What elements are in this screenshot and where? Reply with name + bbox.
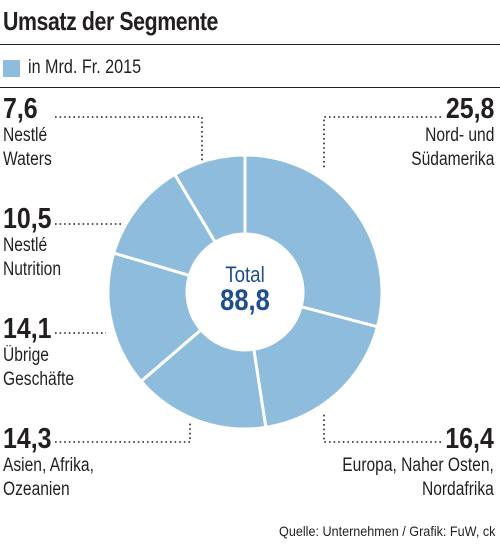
segment-name-line: Waters bbox=[3, 149, 52, 170]
title-divider bbox=[0, 44, 500, 45]
value-label: 16,4 bbox=[445, 423, 494, 455]
label-waters: 7,6 Nestlé Waters bbox=[3, 94, 62, 172]
segment-name-line: Ozeanien bbox=[3, 479, 70, 500]
label-uebrige: 14,1 Übrige Geschäfte bbox=[3, 314, 90, 392]
segment-name-line: Nestlé bbox=[3, 125, 48, 146]
segment-name-line: Nord- und bbox=[424, 125, 494, 146]
source-note: Quelle: Unternehmen / Grafik: FuW, ck bbox=[278, 523, 495, 539]
leader-line bbox=[55, 116, 203, 162]
label-europa: 16,4 Europa, Naher Osten, Nordafrika bbox=[309, 424, 494, 502]
label-nutrition: 10,5 Nestlé Nutrition bbox=[3, 204, 74, 282]
value-label: 14,3 bbox=[3, 423, 52, 455]
legend-label: in Mrd. Fr. 2015 bbox=[28, 57, 142, 78]
segment-name-line: Nutrition bbox=[3, 259, 62, 280]
segment-name-line: Europa, Naher Osten, bbox=[342, 455, 494, 476]
segment-name-line: Asien, Afrika, bbox=[3, 455, 94, 476]
donut-slice bbox=[172, 153, 247, 245]
segment-name-line: Nestlé bbox=[3, 235, 48, 256]
segment-name-line: Nordafrika bbox=[422, 479, 494, 500]
value-label: 7,6 bbox=[3, 93, 38, 125]
leader-line bbox=[55, 422, 191, 443]
total-value: 88,8 bbox=[220, 284, 270, 317]
segment-name-line: Übrige bbox=[3, 345, 49, 366]
legend-swatch bbox=[3, 59, 20, 77]
chart-title: Umsatz der Segmente bbox=[3, 6, 218, 36]
label-nord-suedamerika: 25,8 Nord- und Südamerika bbox=[393, 94, 494, 172]
value-label: 25,8 bbox=[445, 93, 494, 125]
donut-slice bbox=[106, 251, 204, 384]
segment-name-line: Südamerika bbox=[410, 149, 494, 170]
donut-slice bbox=[252, 304, 380, 430]
legend: in Mrd. Fr. 2015 bbox=[3, 55, 161, 81]
value-label: 10,5 bbox=[3, 203, 52, 235]
segment-name-line: Geschäfte bbox=[3, 369, 75, 390]
legend-divider bbox=[0, 87, 500, 88]
value-label: 14,1 bbox=[3, 313, 52, 345]
total-label: Total bbox=[225, 262, 265, 287]
donut-slice bbox=[243, 153, 384, 329]
label-asien: 14,3 Asien, Afrika, Ozeanien bbox=[3, 424, 114, 502]
